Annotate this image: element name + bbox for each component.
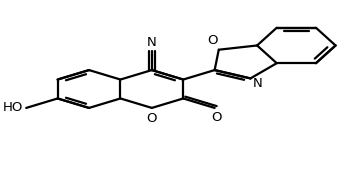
Text: HO: HO bbox=[2, 101, 23, 114]
Text: O: O bbox=[147, 112, 157, 125]
Text: N: N bbox=[252, 77, 262, 90]
Text: O: O bbox=[211, 111, 222, 124]
Text: N: N bbox=[147, 36, 157, 49]
Text: O: O bbox=[207, 34, 218, 47]
